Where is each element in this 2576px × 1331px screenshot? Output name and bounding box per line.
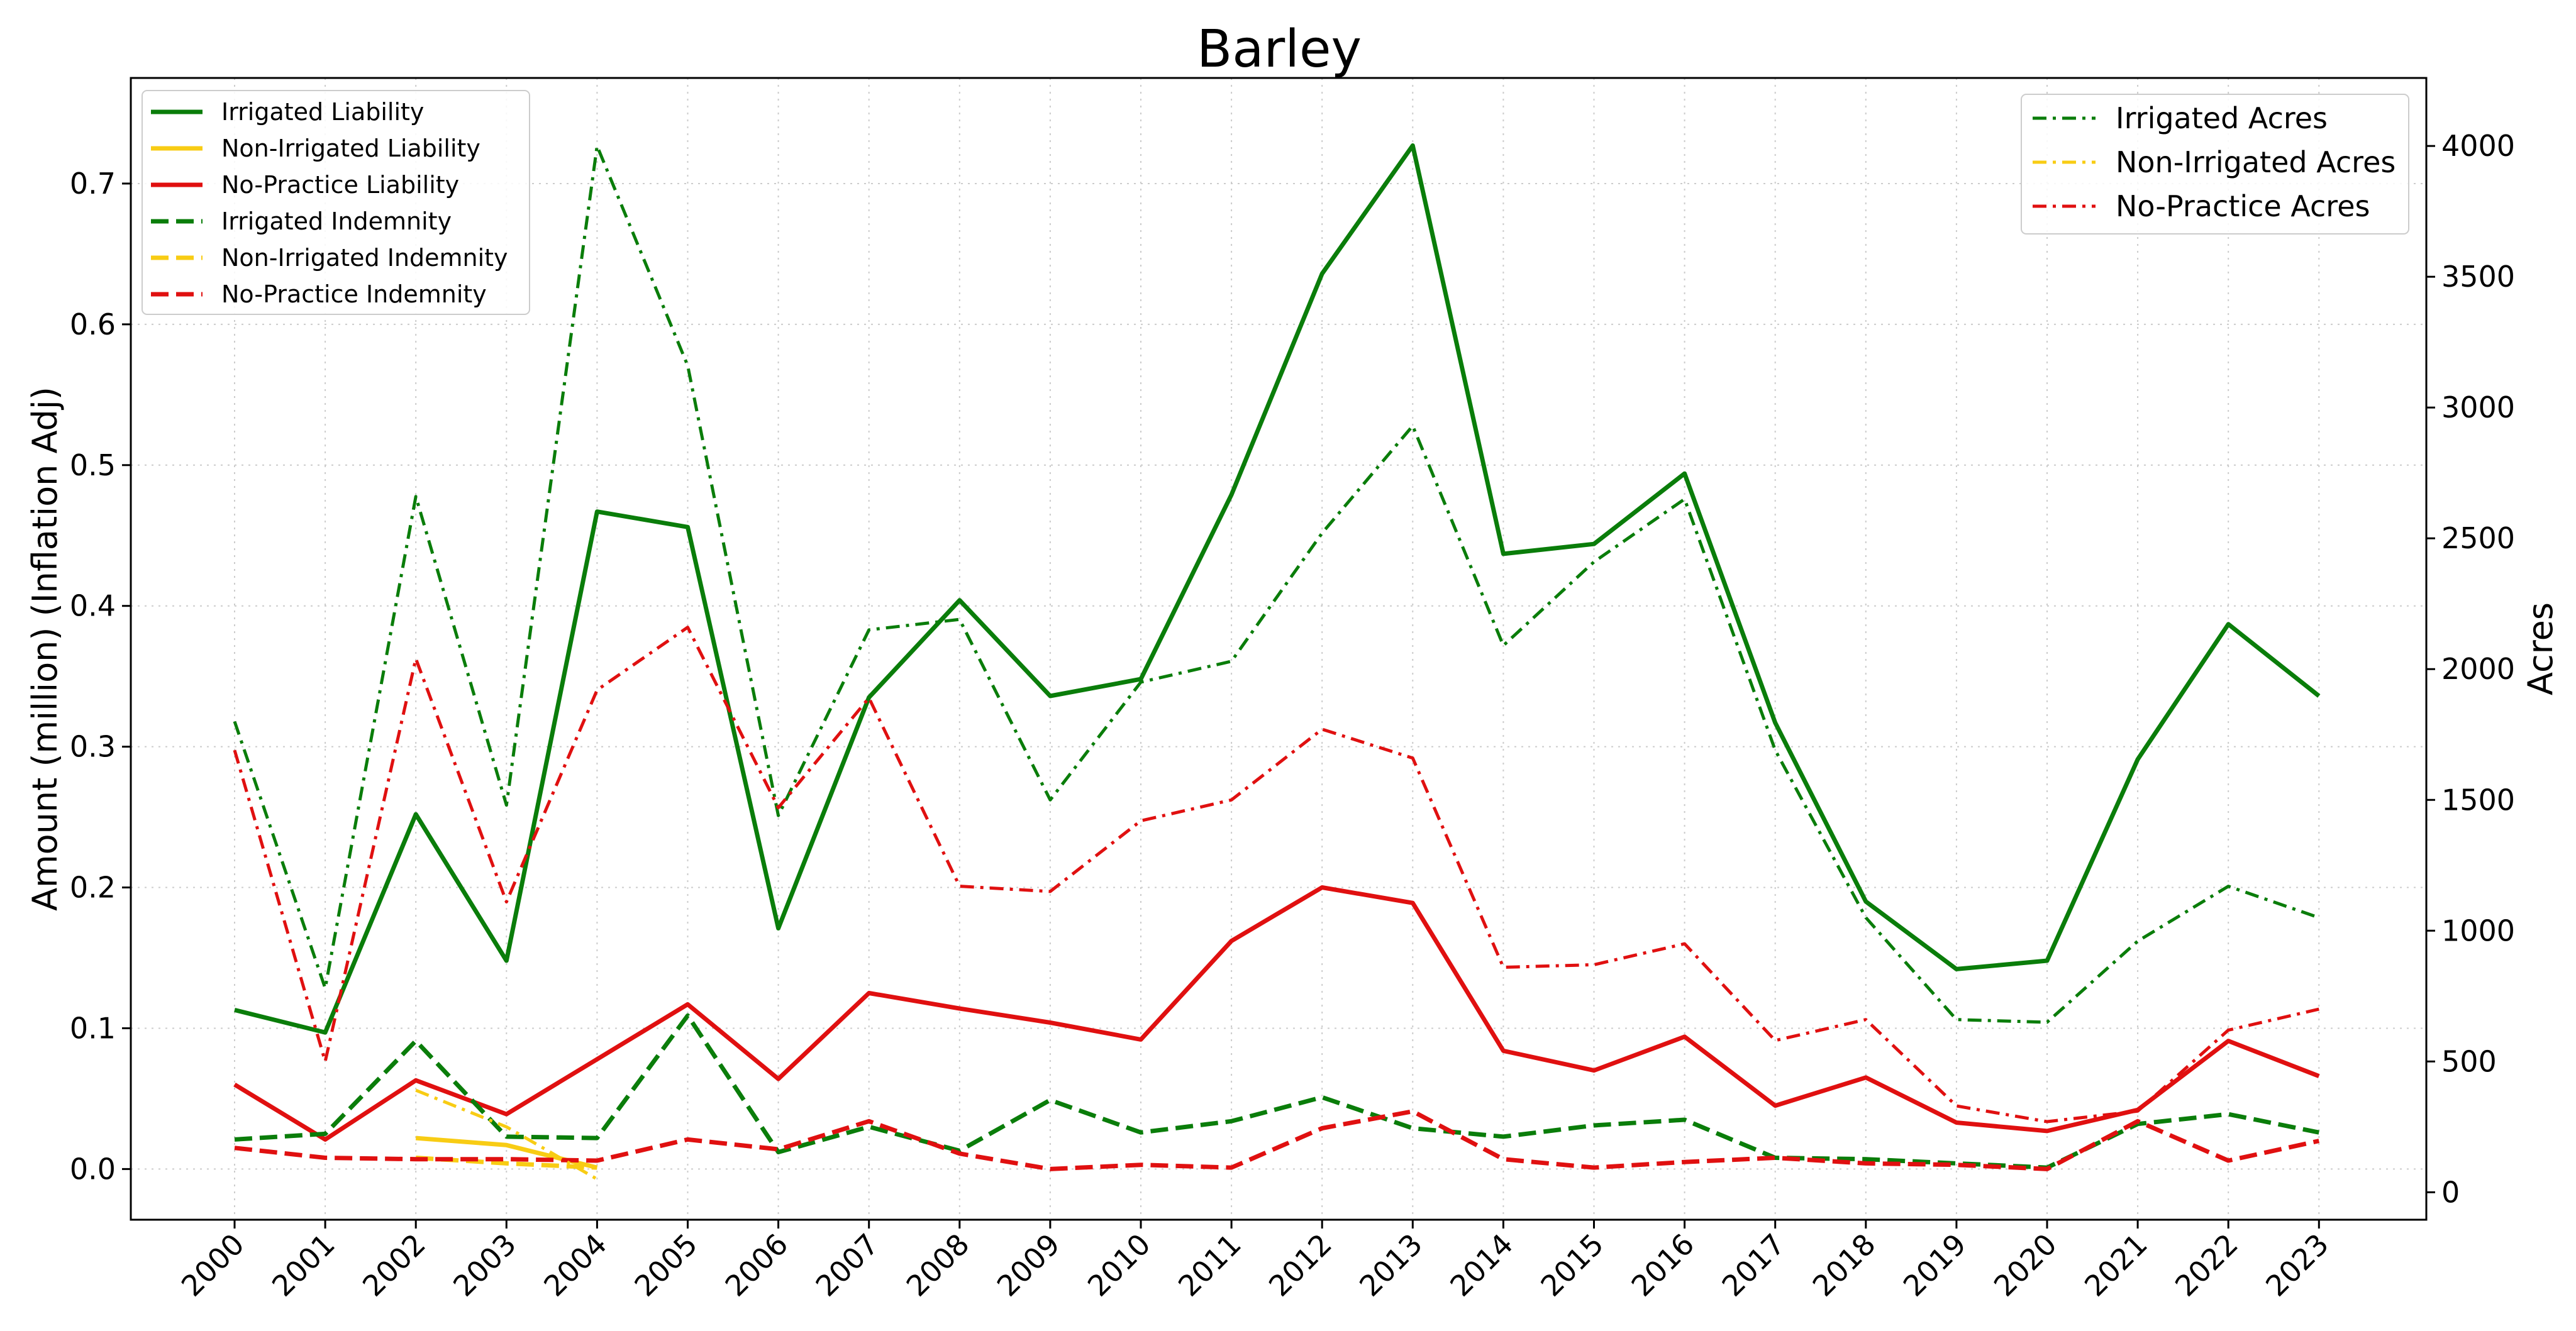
legend-label: Non-Irrigated Indemnity bbox=[221, 244, 508, 272]
plot-frame bbox=[130, 77, 2428, 1221]
chart-title: Barley bbox=[1197, 19, 1362, 79]
y2-tick-label: 2500 bbox=[2441, 521, 2515, 555]
series-layer bbox=[233, 143, 2321, 1181]
series-line-irrigated-liability bbox=[234, 143, 2321, 1035]
y-tick-label: 0.2 bbox=[70, 871, 116, 905]
legend-label: Irrigated Liability bbox=[221, 98, 424, 126]
y-tick-label: 0.5 bbox=[70, 448, 116, 482]
series-line-no-practice-indemnity bbox=[234, 1109, 2320, 1171]
legend-label: Irrigated Acres bbox=[2116, 101, 2328, 135]
y2-tick-label: 2000 bbox=[2441, 652, 2515, 686]
y-axis-right: 0 500 1000 1500 2000 2500 3000 3500 4000 bbox=[2426, 129, 2515, 1209]
legend-label: No-Practice Liability bbox=[221, 171, 459, 199]
y-tick-label: 0.0 bbox=[70, 1152, 116, 1186]
y2-tick-label: 0 bbox=[2441, 1175, 2460, 1209]
series-line-no-practice-liability bbox=[233, 885, 2320, 1142]
legend-label: Non-Irrigated Acres bbox=[2116, 145, 2396, 179]
y2-axis-label: Acres bbox=[2521, 602, 2560, 695]
legend-label: No-Practice Acres bbox=[2116, 189, 2370, 223]
series-line-irrigated-acres bbox=[233, 144, 2320, 1024]
y2-tick-label: 4000 bbox=[2441, 129, 2515, 163]
series-line-non-irrigated-acres bbox=[415, 1088, 598, 1181]
series-line-no-practice-acres bbox=[233, 626, 2319, 1124]
y2-tick-label: 1000 bbox=[2441, 914, 2515, 947]
legend-left: Irrigated Liability Non-Irrigated Liabili… bbox=[142, 90, 530, 315]
y-axis-label: Amount (million) (Inflation Adj) bbox=[25, 387, 65, 911]
y-tick-label: 0.1 bbox=[70, 1011, 116, 1045]
legend-label: No-Practice Indemnity bbox=[221, 280, 487, 308]
y-axis-left: 0.0 0.1 0.2 0.3 0.4 0.5 0.6 0.7 bbox=[70, 167, 131, 1186]
y2-tick-label: 3500 bbox=[2441, 260, 2515, 294]
y-tick-label: 0.7 bbox=[70, 167, 116, 201]
legend-right: Irrigated Acres Non-Irrigated Acres No-Pra… bbox=[2021, 94, 2409, 235]
y2-tick-label: 500 bbox=[2441, 1044, 2497, 1078]
legend-right-box bbox=[2021, 94, 2409, 235]
legend-label: Irrigated Indemnity bbox=[221, 207, 452, 235]
legend-label: Non-Irrigated Liability bbox=[221, 135, 480, 162]
y2-tick-label: 1500 bbox=[2441, 783, 2515, 817]
legend-left-box bbox=[142, 90, 530, 315]
y2-tick-label: 3000 bbox=[2441, 390, 2515, 424]
y-tick-label: 0.4 bbox=[70, 589, 116, 623]
y-tick-label: 0.3 bbox=[70, 730, 116, 764]
y-tick-label: 0.6 bbox=[70, 307, 116, 341]
